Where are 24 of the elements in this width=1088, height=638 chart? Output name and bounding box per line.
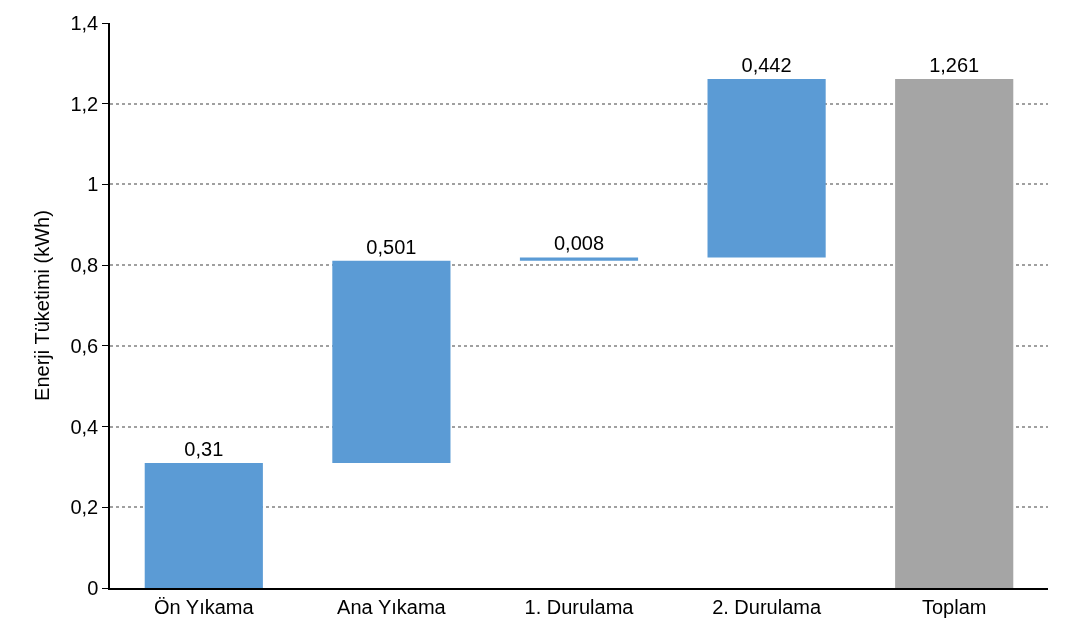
y-axis-title: Enerji Tüketimi (kWh)	[31, 210, 54, 401]
x-tick-label: Toplam	[921, 595, 987, 618]
y-tick-label: 0,2	[70, 496, 99, 519]
data-label: 0,008	[553, 232, 605, 255]
y-tick-label: 1,2	[70, 92, 99, 115]
bar	[332, 260, 451, 463]
data-label: 0,31	[184, 437, 224, 460]
bar	[895, 79, 1014, 588]
x-tick-label: 1. Durulama	[524, 595, 635, 618]
bar	[707, 79, 826, 258]
x-tick-label: 2. Durulama	[712, 595, 822, 618]
y-tick-label: 0	[87, 577, 99, 599]
x-tick-label: Ana Yıkama	[337, 595, 447, 618]
y-tick-label: 1	[87, 173, 99, 196]
y-tick-label: 0,4	[70, 415, 99, 438]
x-tick-label: Ön Yıkama	[153, 595, 255, 618]
y-tick-label: 0,8	[70, 254, 99, 277]
data-label: 0,442	[741, 54, 792, 77]
y-tick-label: 0,6	[70, 334, 99, 357]
bar	[519, 257, 639, 261]
bar	[144, 462, 263, 588]
data-label: 1,261	[929, 54, 980, 77]
y-tick-label: 1,4	[70, 12, 99, 34]
data-label: 0,501	[366, 235, 417, 258]
